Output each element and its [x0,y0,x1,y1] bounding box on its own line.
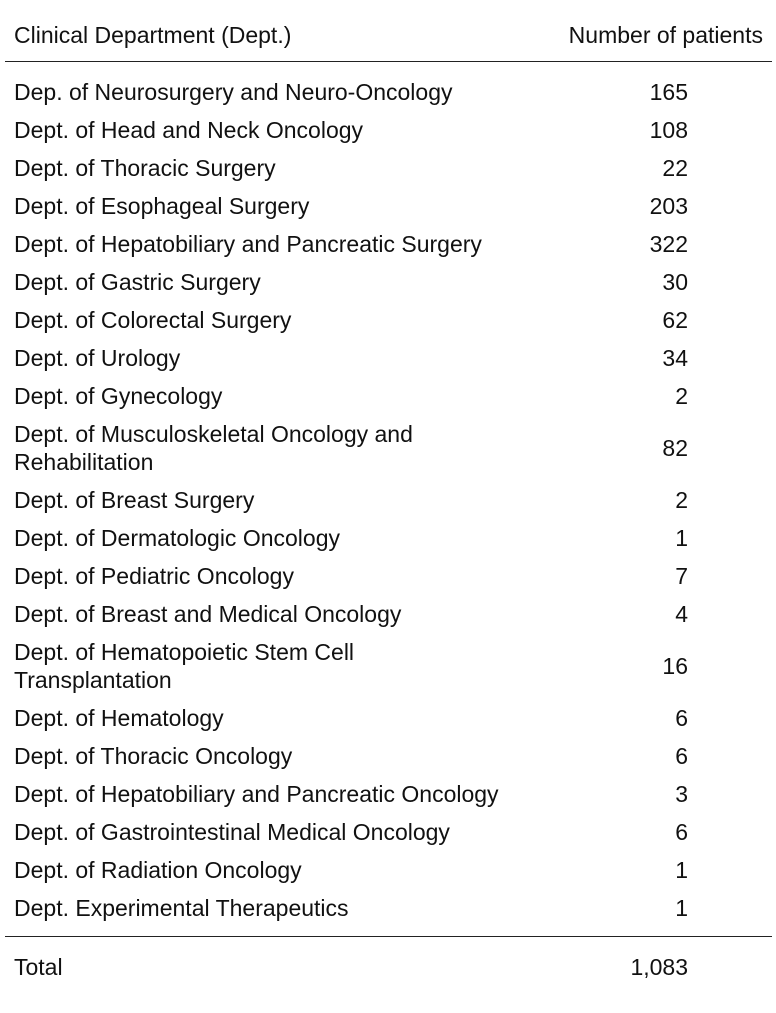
header-number-of-patients: Number of patients [568,22,763,48]
department-cell: Dept. of Head and Neck Oncology [14,117,364,143]
table-row: Dep. of Neurosurgery and Neuro-Oncology … [0,74,776,112]
table-row: Dept. of Dermatologic Oncology 1 [0,520,776,558]
department-cell: Dept. of Hepatobiliary and Pancreatic Su… [14,231,482,257]
total-patients: 1,083 [630,954,688,980]
patients-cell: 1 [675,857,688,883]
total-divider [5,936,772,937]
patients-cell: 62 [662,307,688,333]
table-row: Dept. of Musculoskeletal Oncology and Re… [0,416,776,482]
patients-cell: 6 [675,743,688,769]
patients-cell: 2 [675,487,688,513]
department-cell: Dept. of Esophageal Surgery [14,193,310,219]
patients-cell: 6 [675,705,688,731]
department-cell: Dept. of Breast Surgery [14,487,255,513]
table-row: Dept. of Gastrointestinal Medical Oncolo… [0,814,776,852]
table-row: Dept. of Pediatric Oncology 7 [0,558,776,596]
department-cell: Dept. of Pediatric Oncology [14,563,294,589]
table-row: Dept. of Breast and Medical Oncology 4 [0,596,776,634]
patients-cell: 322 [649,231,688,257]
header-department: Clinical Department (Dept.) [14,22,292,48]
department-cell: Dept. of Thoracic Surgery [14,155,276,181]
department-cell: Dept. Experimental Therapeutics [14,895,349,921]
department-cell: Dept. of Hematology [14,705,224,731]
patients-cell: 2 [675,383,688,409]
patients-cell: 203 [649,193,688,219]
table-row: Dept. of Esophageal Surgery 203 [0,188,776,226]
table-row: Dept. of Hematology 6 [0,700,776,738]
department-cell: Dept. of Gynecology [14,383,223,409]
total-label: Total [14,954,63,980]
table-row: Dept. of Colorectal Surgery 62 [0,302,776,340]
patients-cell: 34 [662,345,688,371]
table-header-row: Clinical Department (Dept.) Number of pa… [0,0,776,62]
department-cell: Dept. of Colorectal Surgery [14,307,292,333]
patients-cell: 22 [662,155,688,181]
department-cell: Dept. of Dermatologic Oncology [14,525,340,551]
patients-cell: 1 [675,525,688,551]
table-body: Dep. of Neurosurgery and Neuro-Oncology … [0,74,776,928]
patients-cell: 82 [662,435,688,461]
patients-cell: 1 [675,895,688,921]
department-cell: Dept. of Gastric Surgery [14,269,261,295]
department-cell: Dept. of Hematopoietic Stem Cell Transpl… [14,639,355,693]
patients-cell: 4 [675,601,688,627]
patients-cell: 16 [662,653,688,679]
department-cell: Dept. of Thoracic Oncology [14,743,293,769]
table-row: Dept. of Hepatobiliary and Pancreatic On… [0,776,776,814]
table-row: Dept. of Radiation Oncology 1 [0,852,776,890]
department-cell: Dept. of Musculoskeletal Oncology and Re… [14,421,413,475]
department-cell: Dept. of Breast and Medical Oncology [14,601,402,627]
department-cell: Dep. of Neurosurgery and Neuro-Oncology [14,79,453,105]
department-cell: Dept. of Urology [14,345,181,371]
table-row: Dept. of Breast Surgery 2 [0,482,776,520]
patients-cell: 30 [662,269,688,295]
table-row: Dept. of Gynecology 2 [0,378,776,416]
table-row: Dept. of Thoracic Surgery 22 [0,150,776,188]
table-row: Dept. of Hepatobiliary and Pancreatic Su… [0,226,776,264]
header-divider [5,61,772,62]
table-row: Dept. of Urology 34 [0,340,776,378]
patients-cell: 7 [675,563,688,589]
table-row: Dept. of Thoracic Oncology 6 [0,738,776,776]
department-cell: Dept. of Hepatobiliary and Pancreatic On… [14,781,499,807]
patients-cell: 108 [649,117,688,143]
patients-cell: 6 [675,819,688,845]
table-row: Dept. of Head and Neck Oncology 108 [0,112,776,150]
total-row: Total 1,083 [0,950,776,986]
table-row: Dept. of Hematopoietic Stem Cell Transpl… [0,634,776,700]
table-row: Dept. Experimental Therapeutics 1 [0,890,776,928]
department-cell: Dept. of Gastrointestinal Medical Oncolo… [14,819,450,845]
patients-cell: 3 [675,781,688,807]
department-cell: Dept. of Radiation Oncology [14,857,302,883]
table-row: Dept. of Gastric Surgery 30 [0,264,776,302]
patients-cell: 165 [649,79,688,105]
